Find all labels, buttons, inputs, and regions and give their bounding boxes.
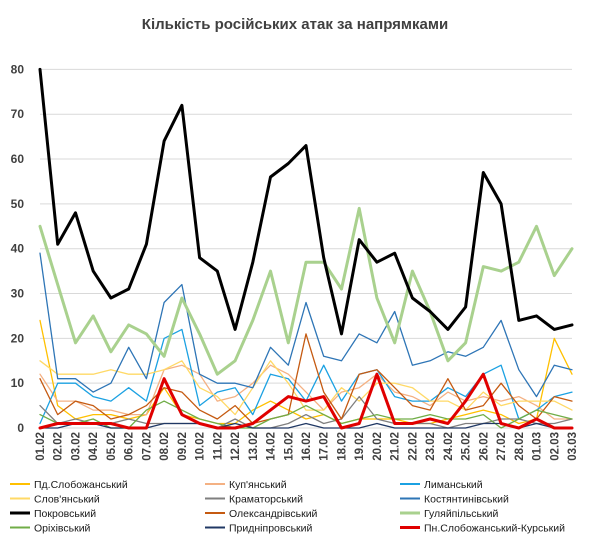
y-tick-label: 60 [11, 152, 25, 166]
x-tick-label: 14.02 [266, 432, 278, 461]
y-tick-label: 30 [11, 287, 25, 301]
series-line-6 [38, 67, 574, 336]
legend-item: Костянтинівський [400, 494, 509, 506]
chart-title: Кількість російських атак за напрямками [142, 16, 448, 33]
y-tick-label: 0 [17, 421, 24, 435]
x-tick-label: 16.02 [301, 432, 313, 461]
x-tick-label: 01.02 [35, 432, 47, 461]
legend-item: Придніпровський [205, 523, 313, 535]
x-tick-label: 03.02 [70, 432, 82, 461]
legend-item: Олександрівський [205, 508, 318, 520]
x-tick-label: 21.02 [390, 432, 402, 461]
x-axis-ticks: 01.02 02.02 03.02 04.02 05.02 06.02 07.02 08.02… [35, 432, 579, 461]
legend-label: Краматорський [229, 494, 303, 506]
x-tick-label: 24.02 [443, 432, 455, 461]
legend-label: Лиманський [424, 479, 483, 491]
x-tick-label: 26.02 [478, 432, 490, 461]
x-tick-label: 09.02 [177, 432, 189, 461]
x-tick-label: 07.02 [141, 432, 153, 461]
x-tick-label: 19.02 [354, 432, 366, 461]
legend-label: Пд.Слобожанський [34, 479, 128, 491]
legend-label: Покровський [34, 508, 96, 520]
legend-label: Пн.Слобожанський-Курський [424, 523, 565, 535]
legend-item: Куп'янський [205, 479, 287, 491]
grid-lines [40, 68, 572, 429]
legend-label: Оріхівський [34, 523, 91, 535]
x-tick-label: 17.02 [319, 432, 331, 461]
x-tick-label: 15.02 [283, 432, 295, 461]
y-tick-label: 20 [11, 331, 25, 345]
series-line-3 [39, 360, 573, 416]
legend-item: Оріхівський [10, 523, 91, 535]
series-line-11 [38, 372, 574, 430]
x-tick-label: 01.03 [532, 432, 544, 461]
x-tick-label: 05.02 [106, 432, 118, 461]
legend-label: Костянтинівський [424, 494, 509, 506]
legend-label: Слов'янський [34, 494, 100, 506]
legend: Пд.Слобожанський Куп'янський Лиманський Сло… [10, 479, 565, 535]
x-tick-label: 04.02 [88, 432, 100, 461]
x-tick-label: 08.02 [159, 432, 171, 461]
series-lines [38, 67, 574, 430]
legend-label: Куп'янський [229, 479, 287, 491]
x-tick-label: 20.02 [372, 432, 384, 461]
legend-item: Краматорський [205, 494, 303, 506]
y-tick-label: 70 [11, 107, 25, 121]
legend-label: Придніпровський [229, 523, 313, 535]
legend-item: Пд.Слобожанський [10, 479, 128, 491]
legend-item: Пн.Слобожанський-Курський [400, 523, 565, 535]
x-tick-label: 02.02 [53, 432, 65, 461]
series-line-1 [39, 364, 573, 420]
x-tick-label: 06.02 [124, 432, 136, 461]
x-tick-label: 27.02 [496, 432, 508, 461]
series-line-7 [39, 333, 573, 425]
legend-label: Гуляйпільський [424, 508, 498, 520]
legend-item: Гуляйпільський [400, 508, 498, 520]
x-tick-label: 12.02 [230, 432, 242, 461]
series-line-8 [38, 206, 574, 376]
legend-label: Олександрівський [229, 508, 318, 520]
x-tick-label: 25.02 [461, 432, 473, 461]
legend-item: Лиманський [400, 479, 483, 491]
legend-item: Слов'янський [10, 494, 100, 506]
y-tick-label: 10 [11, 376, 25, 390]
y-tick-label: 80 [11, 62, 25, 76]
x-tick-label: 02.03 [549, 432, 561, 461]
x-tick-label: 23.02 [425, 432, 437, 461]
x-tick-label: 03.03 [567, 432, 579, 461]
legend-item: Покровський [10, 508, 96, 520]
x-tick-label: 10.02 [195, 432, 207, 461]
series-line-5 [39, 252, 573, 398]
y-tick-label: 50 [11, 197, 25, 211]
y-tick-label: 40 [11, 242, 25, 256]
y-axis-ticks: 0 10 20 30 40 50 60 70 80 [11, 62, 25, 435]
x-tick-label: 28.02 [514, 432, 526, 461]
x-tick-label: 18.02 [336, 432, 348, 461]
x-tick-label: 11.02 [212, 432, 224, 460]
x-tick-label: 13.02 [248, 432, 260, 461]
x-tick-label: 22.02 [407, 432, 419, 461]
